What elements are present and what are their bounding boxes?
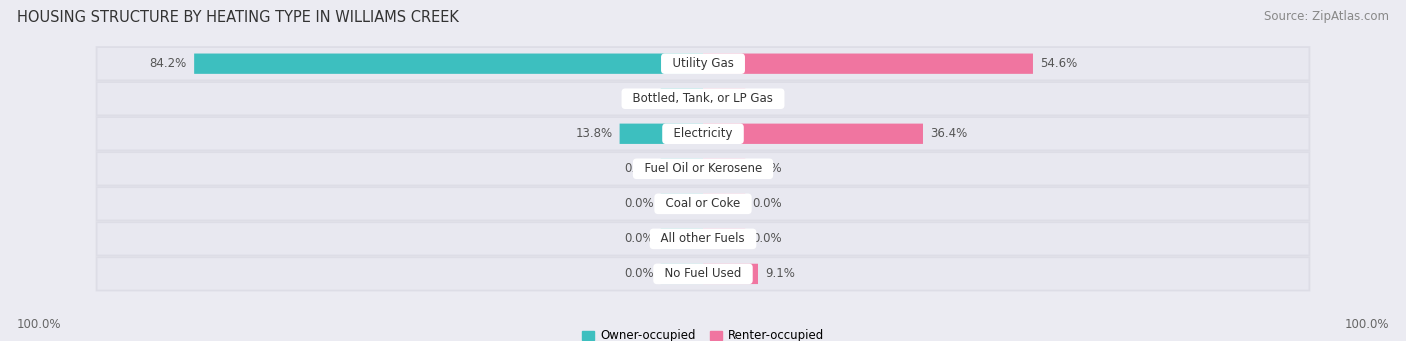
FancyBboxPatch shape — [620, 123, 703, 144]
FancyBboxPatch shape — [97, 188, 1309, 220]
FancyBboxPatch shape — [703, 159, 745, 179]
FancyBboxPatch shape — [703, 194, 745, 214]
FancyBboxPatch shape — [96, 221, 1310, 256]
Text: HOUSING STRUCTURE BY HEATING TYPE IN WILLIAMS CREEK: HOUSING STRUCTURE BY HEATING TYPE IN WIL… — [17, 10, 458, 25]
Text: 9.1%: 9.1% — [765, 267, 796, 280]
Text: Bottled, Tank, or LP Gas: Bottled, Tank, or LP Gas — [626, 92, 780, 105]
Text: 100.0%: 100.0% — [17, 318, 62, 331]
FancyBboxPatch shape — [703, 264, 758, 284]
FancyBboxPatch shape — [661, 229, 703, 249]
Text: 13.8%: 13.8% — [575, 127, 613, 140]
Text: All other Fuels: All other Fuels — [654, 232, 752, 246]
Legend: Owner-occupied, Renter-occupied: Owner-occupied, Renter-occupied — [578, 325, 828, 341]
Text: Coal or Coke: Coal or Coke — [658, 197, 748, 210]
FancyBboxPatch shape — [96, 256, 1310, 292]
Text: Electricity: Electricity — [666, 127, 740, 140]
Text: 0.0%: 0.0% — [624, 232, 654, 246]
Text: 36.4%: 36.4% — [931, 127, 967, 140]
Text: Fuel Oil or Kerosene: Fuel Oil or Kerosene — [637, 162, 769, 175]
Text: 0.0%: 0.0% — [624, 267, 654, 280]
FancyBboxPatch shape — [194, 54, 703, 74]
Text: No Fuel Used: No Fuel Used — [657, 267, 749, 280]
FancyBboxPatch shape — [703, 229, 745, 249]
Text: 2.0%: 2.0% — [624, 92, 654, 105]
Text: Source: ZipAtlas.com: Source: ZipAtlas.com — [1264, 10, 1389, 23]
FancyBboxPatch shape — [97, 258, 1309, 290]
Text: 100.0%: 100.0% — [1344, 318, 1389, 331]
FancyBboxPatch shape — [661, 89, 703, 109]
Text: 54.6%: 54.6% — [1040, 57, 1077, 70]
FancyBboxPatch shape — [97, 83, 1309, 115]
FancyBboxPatch shape — [97, 153, 1309, 184]
Text: 0.0%: 0.0% — [624, 197, 654, 210]
Text: 0.0%: 0.0% — [752, 232, 782, 246]
FancyBboxPatch shape — [661, 264, 703, 284]
FancyBboxPatch shape — [97, 118, 1309, 149]
FancyBboxPatch shape — [703, 123, 922, 144]
FancyBboxPatch shape — [96, 116, 1310, 151]
FancyBboxPatch shape — [96, 151, 1310, 186]
FancyBboxPatch shape — [96, 186, 1310, 221]
Text: 0.0%: 0.0% — [752, 92, 782, 105]
FancyBboxPatch shape — [96, 46, 1310, 81]
Text: 0.0%: 0.0% — [752, 162, 782, 175]
FancyBboxPatch shape — [703, 54, 1033, 74]
FancyBboxPatch shape — [661, 159, 703, 179]
Text: 84.2%: 84.2% — [149, 57, 187, 70]
Text: 0.0%: 0.0% — [624, 162, 654, 175]
Text: Utility Gas: Utility Gas — [665, 57, 741, 70]
FancyBboxPatch shape — [97, 223, 1309, 255]
FancyBboxPatch shape — [703, 89, 745, 109]
FancyBboxPatch shape — [661, 194, 703, 214]
Text: 0.0%: 0.0% — [752, 197, 782, 210]
FancyBboxPatch shape — [96, 81, 1310, 116]
FancyBboxPatch shape — [97, 48, 1309, 79]
